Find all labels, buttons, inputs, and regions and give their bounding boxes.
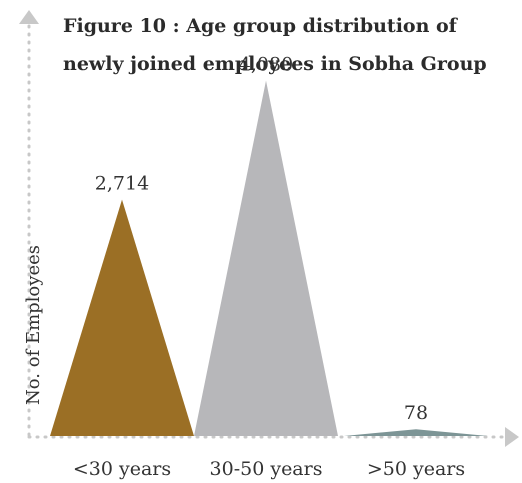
triangle-bar-1	[194, 80, 338, 436]
x-tick-label-2: >50 years	[367, 458, 465, 480]
y-axis-arrow	[19, 10, 39, 24]
chart-title-line-2: newly joined employees in Sobha Group	[63, 53, 487, 75]
x-tick-label-1: 30-50 years	[210, 458, 323, 480]
x-axis-arrow	[505, 427, 519, 447]
y-axis-label: No. of Employees	[23, 245, 44, 405]
chart-title-line-1: Figure 10 : Age group distribution of	[63, 15, 459, 37]
chart-marks: 2,714 <30 years 4,080 30-50 years 78 >50 year…	[50, 54, 488, 480]
x-tick-label-0: <30 years	[73, 458, 171, 480]
value-label-2: 78	[404, 402, 428, 424]
triangle-bar-2	[344, 429, 488, 436]
triangle-bar-0	[50, 199, 194, 436]
value-label-0: 2,714	[95, 173, 149, 195]
value-label-1: 4,080	[239, 54, 293, 76]
